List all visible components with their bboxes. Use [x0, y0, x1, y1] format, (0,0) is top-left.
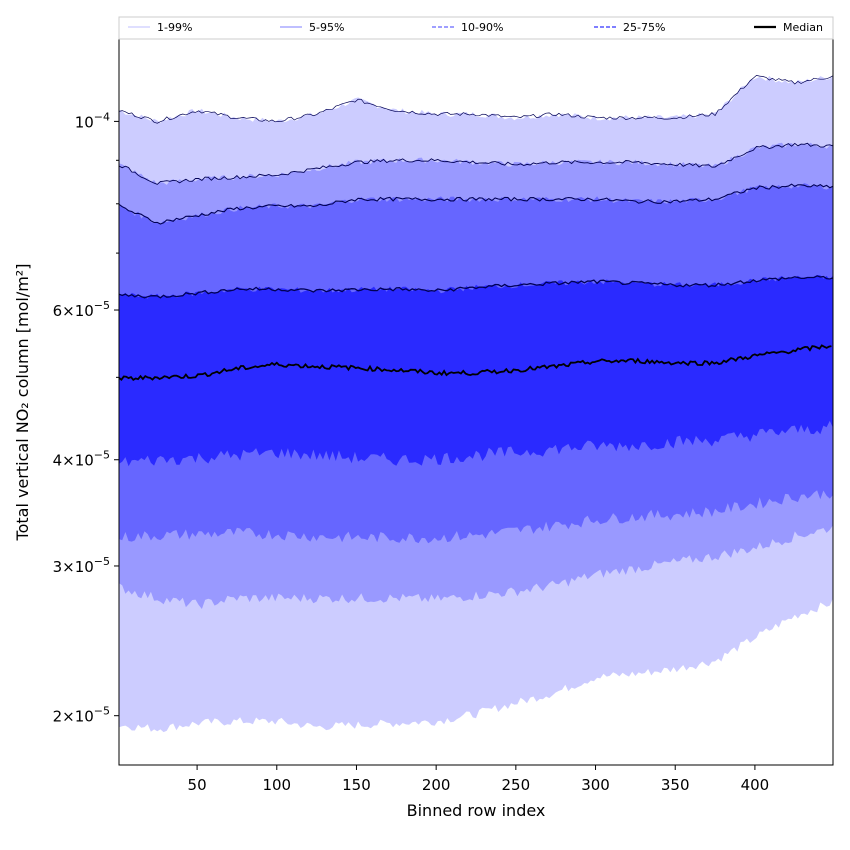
band-5-95-upper-line — [118, 142, 834, 185]
x-tick-label: 350 — [661, 776, 690, 794]
band-25-75-upper-line — [118, 275, 834, 299]
y-tick-label: 2×10−5 — [53, 705, 110, 726]
legend-box — [118, 16, 834, 40]
x-tick-label: 300 — [581, 776, 610, 794]
x-tick-label: 150 — [342, 776, 371, 794]
legend-label: 5-95% — [309, 21, 344, 34]
x-axis-label: Binned row index — [407, 801, 546, 820]
band-25-75 — [119, 275, 833, 467]
x-tick-label: 400 — [741, 776, 770, 794]
band-1-99-upper-line — [118, 75, 834, 124]
y-tick-label: 4×10−5 — [53, 449, 110, 470]
percentile-bands — [118, 75, 834, 733]
x-tick-label: 200 — [422, 776, 451, 794]
legend-label: 10-90% — [461, 21, 503, 34]
x-tick-label: 50 — [188, 776, 207, 794]
median-line-group — [118, 344, 832, 381]
y-axis: 2×10−5 3×10−5 4×10−5 6×10−5 10−4 — [53, 110, 119, 726]
y-tick-label: 6×10−5 — [53, 299, 110, 320]
legend-label: 1-99% — [157, 21, 192, 34]
legend: 1-99% 5-95% 10-90% 25-75% Median — [118, 16, 834, 40]
x-tick-label: 100 — [262, 776, 291, 794]
y-axis-label: Total vertical NO₂ column [mol/m²] — [13, 264, 32, 542]
legend-label: Median — [783, 21, 823, 34]
legend-label: 25-75% — [623, 21, 665, 34]
median-line — [118, 344, 832, 381]
y-tick-label: 10−4 — [75, 110, 110, 131]
x-tick-label: 250 — [502, 776, 531, 794]
y-tick-label: 3×10−5 — [53, 555, 110, 576]
x-axis: 50 100 150 200 250 300 350 400 — [188, 765, 770, 794]
band-10-90-upper-line — [118, 183, 834, 225]
